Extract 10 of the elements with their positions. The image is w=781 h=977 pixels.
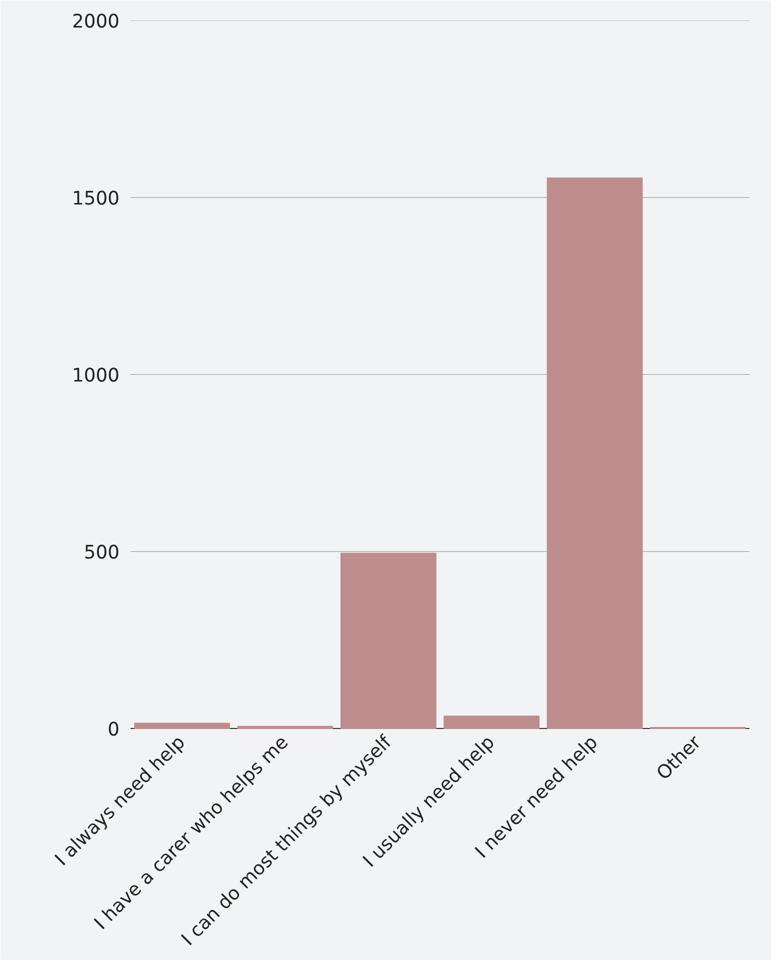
bar [134, 722, 230, 729]
y-tick-label: 2000 [72, 12, 120, 32]
bar [444, 716, 540, 729]
bar [237, 726, 334, 729]
bar [546, 178, 643, 729]
y-tick-label: 1000 [72, 366, 120, 386]
y-tick-label: 0 [108, 720, 120, 740]
y-tick-label: 500 [84, 542, 120, 564]
y-tick-label: 1500 [72, 188, 120, 210]
bar [340, 552, 436, 729]
